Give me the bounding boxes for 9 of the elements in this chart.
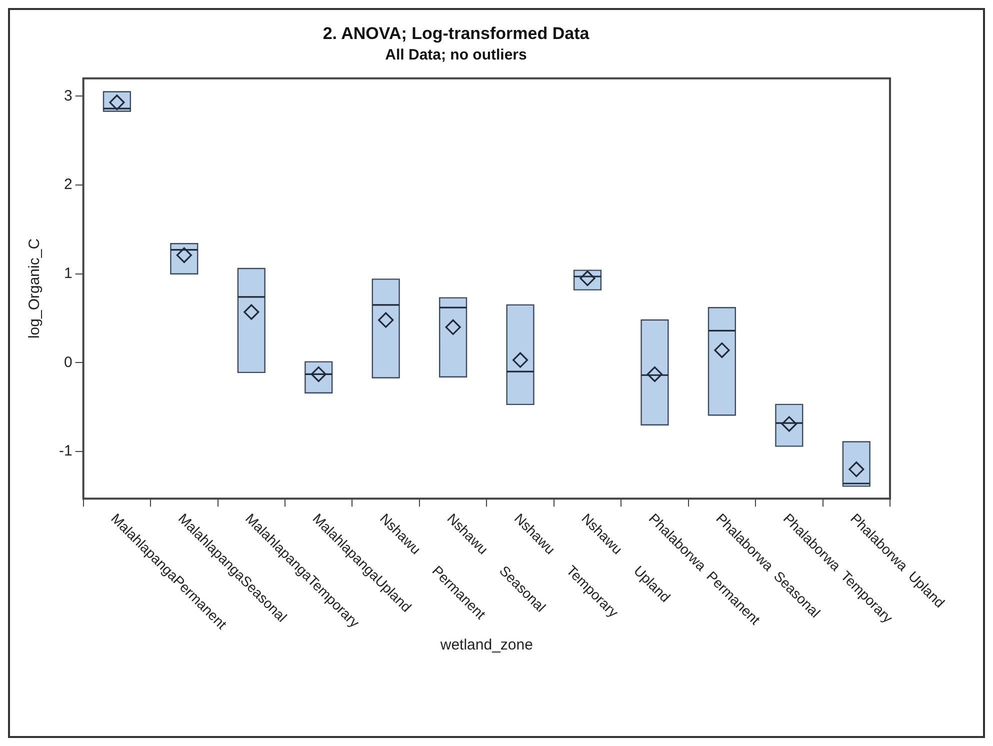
y-axis-title: log_Organic_C <box>26 238 44 339</box>
y-tick-label: 2 <box>64 176 72 194</box>
y-tick-label: -1 <box>58 442 72 460</box>
x-axis-title: wetland_zone <box>439 636 533 654</box>
y-tick-label: 1 <box>64 264 72 282</box>
y-tick-label: 3 <box>64 87 72 104</box>
chart-subtitle: All Data; no outliers <box>385 46 527 64</box>
chart-title: 2. ANOVA; Log-transformed Data <box>322 24 590 43</box>
y-tick-label: 0 <box>64 354 72 371</box>
